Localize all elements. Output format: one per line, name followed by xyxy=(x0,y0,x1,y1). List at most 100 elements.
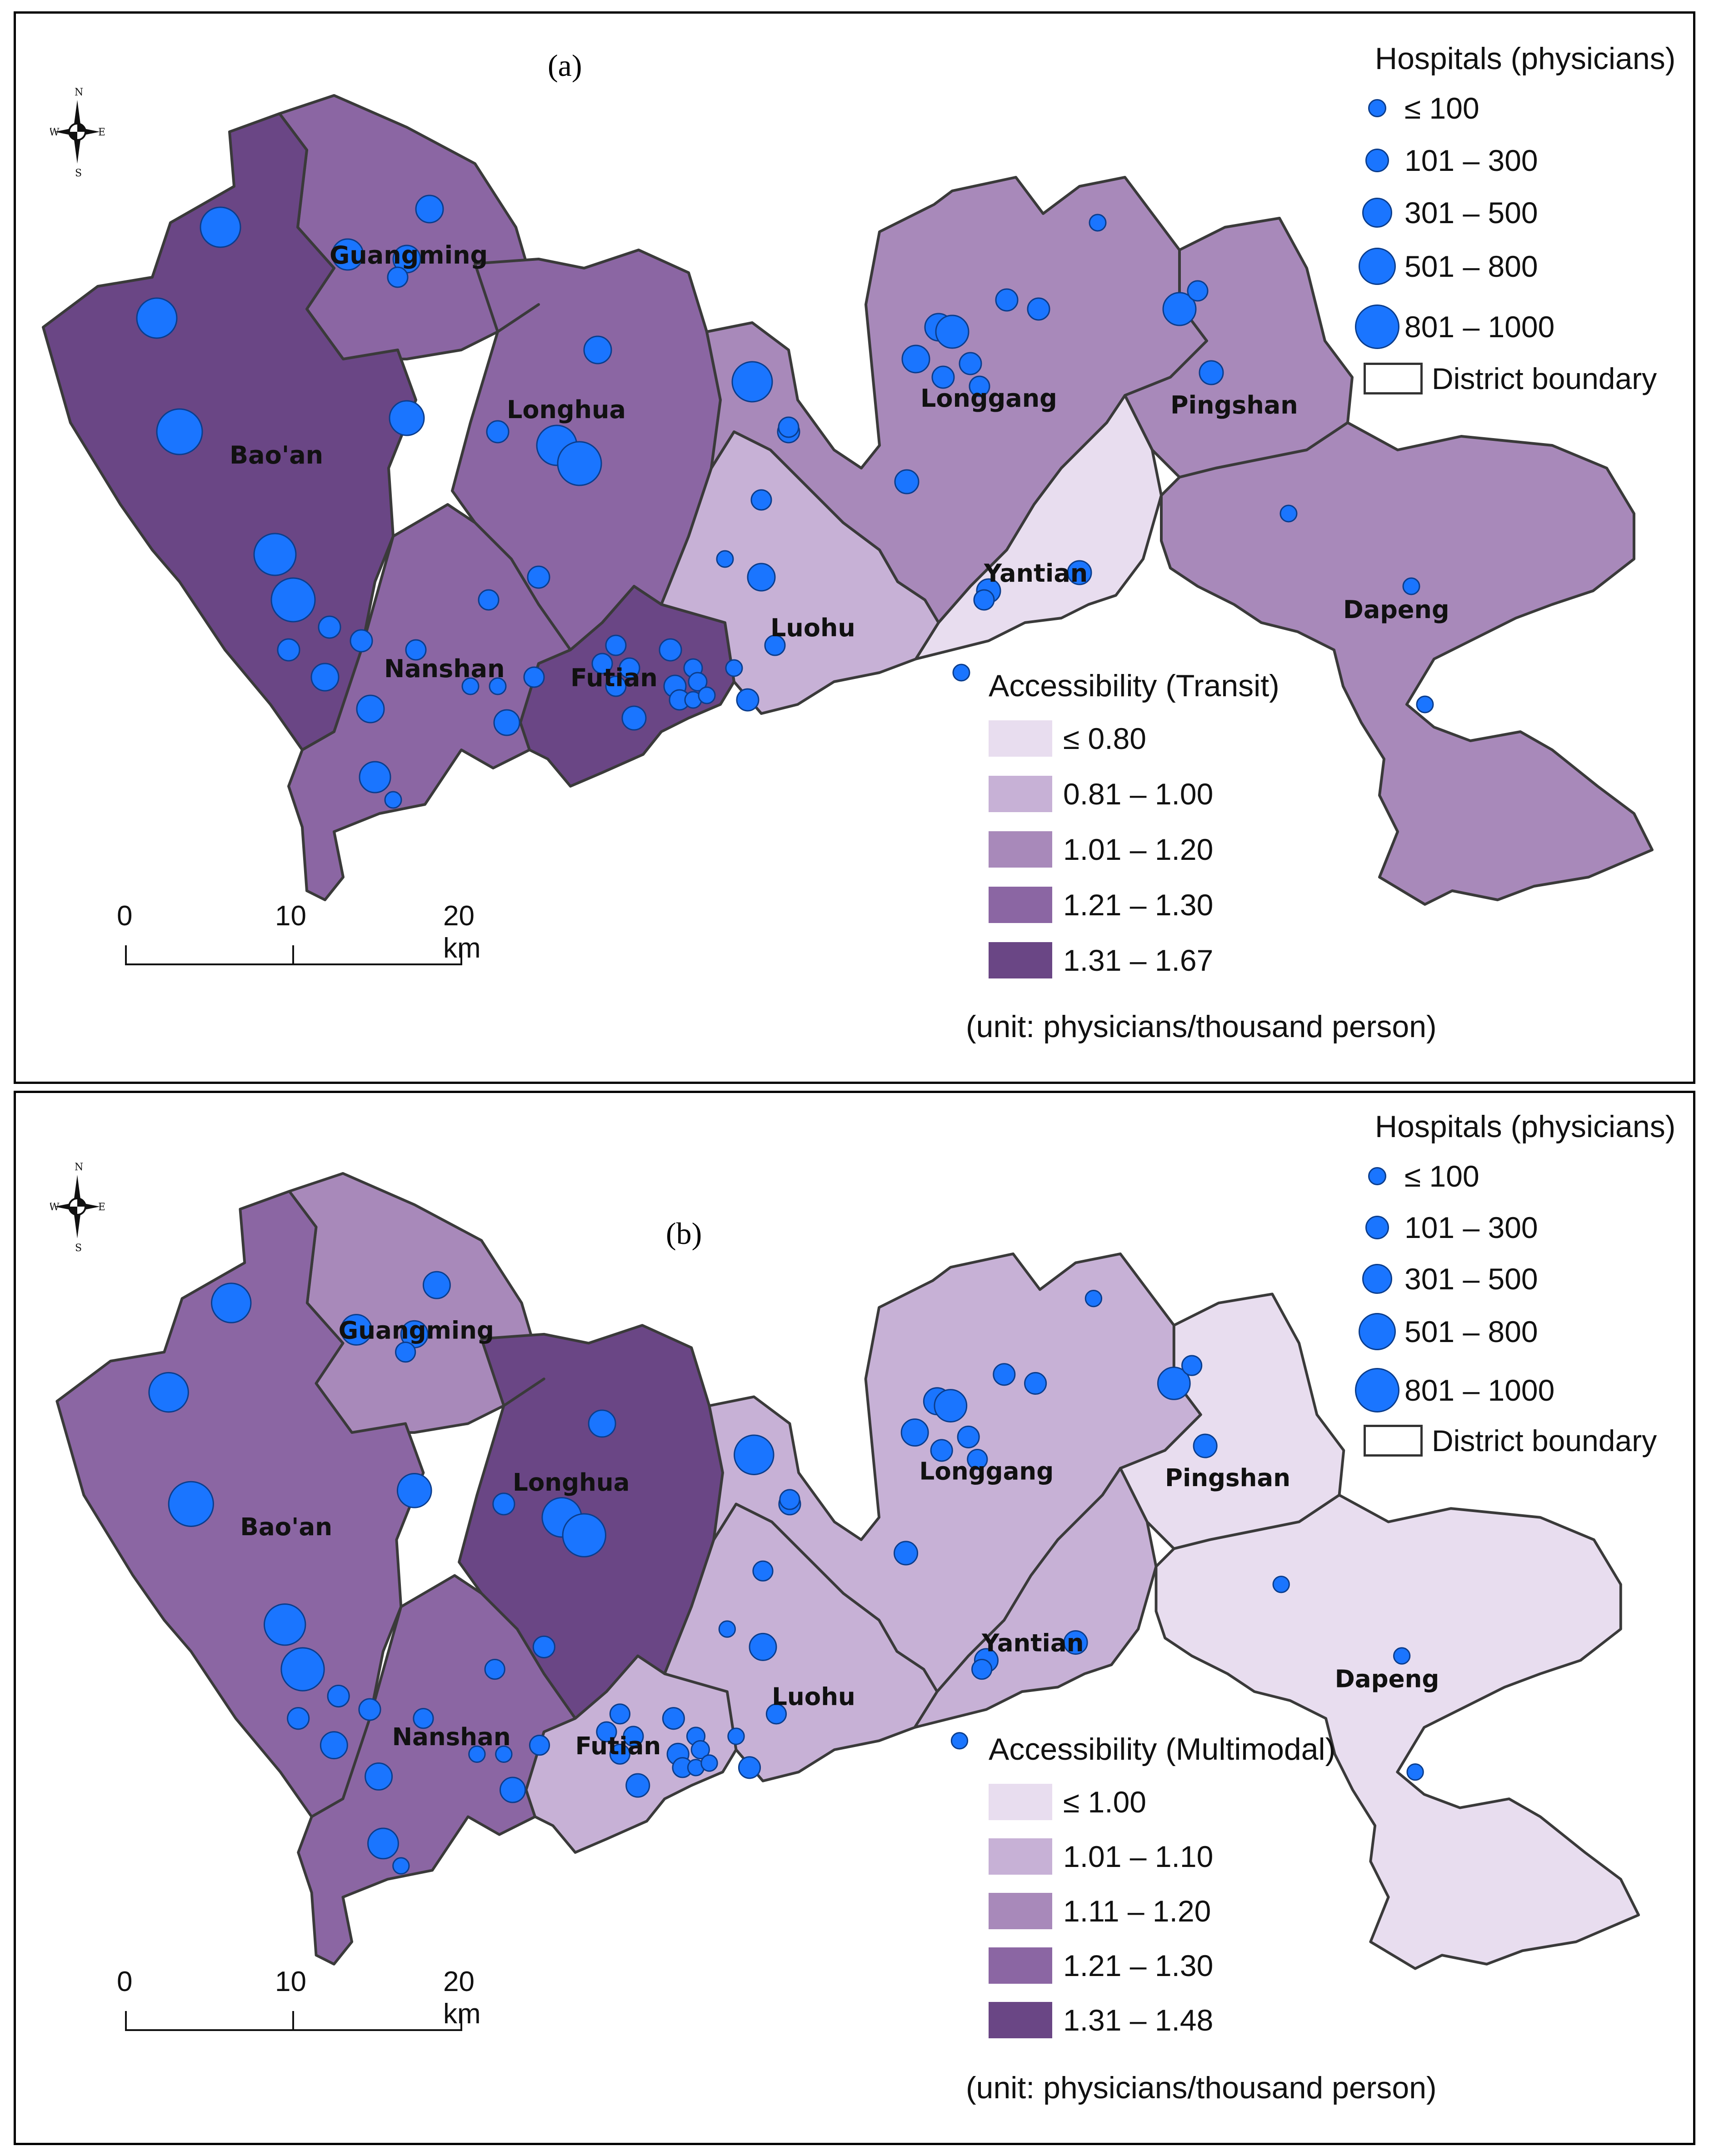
hospital-marker xyxy=(718,1620,736,1638)
hospital-marker xyxy=(959,352,982,375)
district-label: Pingshan xyxy=(1170,391,1298,419)
hospital-dot-icon xyxy=(1362,198,1392,228)
hospital-marker xyxy=(365,1762,393,1791)
district-label: Luohu xyxy=(772,1683,855,1711)
hospital-marker xyxy=(359,761,391,794)
district-label: Longgang xyxy=(919,1457,1054,1485)
hospital-marker xyxy=(779,1489,800,1510)
hospital-marker xyxy=(731,361,773,403)
district-baoan xyxy=(42,112,417,751)
hospital-marker xyxy=(778,416,800,438)
district-label: Yantian xyxy=(984,559,1088,588)
boundary-swatch xyxy=(1364,1425,1423,1457)
hospital-marker xyxy=(422,1271,451,1299)
hospital-marker xyxy=(662,1707,685,1730)
accessibility-class-2: 1.01 – 1.10 xyxy=(989,1838,1213,1875)
hospital-marker xyxy=(532,1635,555,1658)
accessibility-class-3: 1.01 – 1.20 xyxy=(989,831,1213,868)
district-label: Nanshan xyxy=(392,1723,511,1751)
hospital-marker xyxy=(529,1735,550,1756)
hospital-marker xyxy=(461,677,480,695)
scale-bar: 0 10 20 km xyxy=(117,1966,489,2056)
hospital-marker xyxy=(168,1481,214,1527)
compass-west: W xyxy=(50,127,60,138)
hospital-marker xyxy=(609,1743,631,1765)
district-label: Dapeng xyxy=(1343,595,1449,624)
district-label: Dapeng xyxy=(1335,1665,1439,1693)
district-futian xyxy=(519,585,735,788)
district-label: Futian xyxy=(575,1732,661,1760)
district-boundary-legend: District boundary xyxy=(1364,361,1657,396)
hospital-marker xyxy=(1024,1372,1047,1395)
district-label: Bao'an xyxy=(240,1513,332,1541)
compass-south: S xyxy=(75,1243,82,1252)
class-swatch xyxy=(989,1838,1052,1875)
hospital-marker xyxy=(327,1684,350,1708)
hospital-marker xyxy=(738,1756,761,1779)
hospital-dot-icon xyxy=(1368,99,1386,117)
district-futian xyxy=(525,1654,738,1854)
hospital-marker xyxy=(484,1658,505,1680)
hospital-marker xyxy=(264,1603,306,1646)
hospital-marker xyxy=(1279,504,1298,523)
hospital-marker xyxy=(935,314,969,349)
accessibility-legend-title: Accessibility (Transit) xyxy=(989,669,1279,703)
compass-north: N xyxy=(75,1162,83,1173)
hospital-marker xyxy=(1416,695,1434,714)
district-label: Futian xyxy=(570,664,658,692)
hospital-class-5: 801 – 1000 xyxy=(1350,1368,1554,1412)
hospital-marker xyxy=(492,1492,515,1516)
hospital-legend-title: Hospitals (physicians) xyxy=(1375,1109,1676,1144)
hospital-marker xyxy=(764,634,786,656)
hospital-class-2: 101 – 300 xyxy=(1350,143,1538,178)
class-swatch xyxy=(989,942,1052,978)
hospital-dot-icon xyxy=(1365,149,1389,172)
map-panel-a: (a) Guangming Longhua Bao'an Nanshan Futian L… xyxy=(14,11,1695,1084)
hospital-legend-title: Hospitals (physicians) xyxy=(1375,41,1676,76)
class-swatch xyxy=(989,1893,1052,1929)
hospital-marker xyxy=(405,639,427,661)
hospital-marker xyxy=(591,653,613,674)
district-nanshan xyxy=(287,503,572,901)
hospital-marker xyxy=(995,288,1019,312)
scale-label-20: 20 km xyxy=(443,900,481,964)
unit-label: (unit: physicians/thousand person) xyxy=(966,2071,1437,2105)
hospital-marker xyxy=(750,489,772,511)
accessibility-class-1: ≤ 1.00 xyxy=(989,1784,1146,1820)
accessibility-class-2: 0.81 – 1.00 xyxy=(989,776,1213,812)
hospital-marker xyxy=(493,709,520,736)
hospital-marker xyxy=(934,1389,968,1422)
hospital-marker xyxy=(318,615,341,639)
hospital-marker xyxy=(486,420,510,444)
hospital-marker xyxy=(562,1513,606,1557)
hospital-marker xyxy=(270,577,316,623)
panel-label: (b) xyxy=(666,1216,702,1251)
scale-bar: 0 10 20 km xyxy=(117,900,489,991)
accessibility-class-4: 1.21 – 1.30 xyxy=(989,1947,1213,1984)
hospital-marker xyxy=(971,1658,993,1680)
map-panel-b: (b) Guangming Longhua Bao'an Nanshan Futian L… xyxy=(14,1091,1695,2145)
hospital-marker xyxy=(901,344,930,374)
hospital-marker xyxy=(725,659,743,677)
hospital-class-5: 801 – 1000 xyxy=(1350,304,1554,349)
hospital-marker xyxy=(148,1372,189,1413)
hospital-marker xyxy=(752,1560,774,1582)
district-boundary-legend: District boundary xyxy=(1364,1423,1657,1458)
hospital-marker xyxy=(698,686,716,704)
hospital-marker xyxy=(557,441,602,486)
hospital-class-1: ≤ 100 xyxy=(1350,91,1479,125)
accessibility-class-3: 1.11 – 1.20 xyxy=(989,1893,1211,1929)
accessibility-class-4: 1.21 – 1.30 xyxy=(989,887,1213,923)
hospital-marker xyxy=(1162,292,1197,326)
scale-label-10: 10 xyxy=(275,900,306,932)
hospital-marker xyxy=(894,469,919,494)
hospital-marker xyxy=(596,1721,617,1742)
hospital-marker xyxy=(367,1827,399,1860)
hospital-marker xyxy=(950,1732,969,1750)
district-label: Luohu xyxy=(770,614,855,642)
compass-east: E xyxy=(98,127,105,138)
hospital-marker xyxy=(690,1740,710,1760)
hospital-marker xyxy=(734,1434,775,1475)
hospital-marker xyxy=(625,1773,650,1798)
hospital-marker xyxy=(156,408,203,455)
